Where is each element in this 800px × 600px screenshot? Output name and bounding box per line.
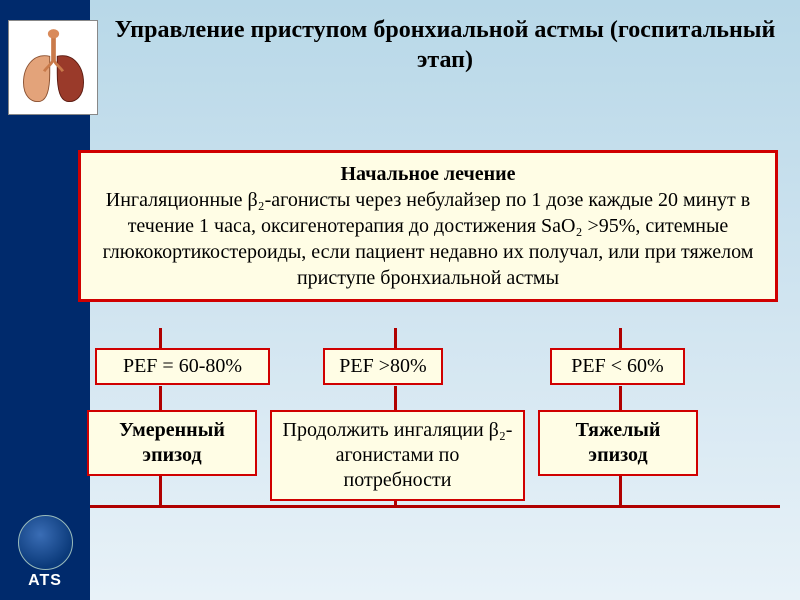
outcome-moderate: Умеренный эпизод — [87, 410, 257, 476]
outcome-severe: Тяжелый эпизод — [538, 410, 698, 476]
initial-treatment-heading: Начальное лечение — [95, 161, 761, 187]
initial-treatment-body: Ингаляционные β₂-агонисты через небулайз… — [95, 187, 761, 291]
page-title: Управление приступом бронхиальной астмы … — [110, 15, 780, 75]
outcome-continue: Продолжить ингаляции β₂-агонистами по по… — [270, 410, 525, 501]
initial-treatment-box: Начальное лечение Ингаляционные β₂-агони… — [78, 150, 778, 302]
pef-box-mild: PEF >80% — [323, 348, 443, 385]
pef-row: PEF = 60-80% PEF >80% PEF < 60% — [95, 348, 780, 388]
ats-logo: ATS — [5, 515, 85, 590]
ats-label: ATS — [5, 572, 85, 590]
pef-box-severe: PEF < 60% — [550, 348, 685, 385]
lungs-icon — [8, 20, 98, 115]
pef-box-moderate: PEF = 60-80% — [95, 348, 270, 385]
ats-seal-icon — [18, 515, 73, 570]
